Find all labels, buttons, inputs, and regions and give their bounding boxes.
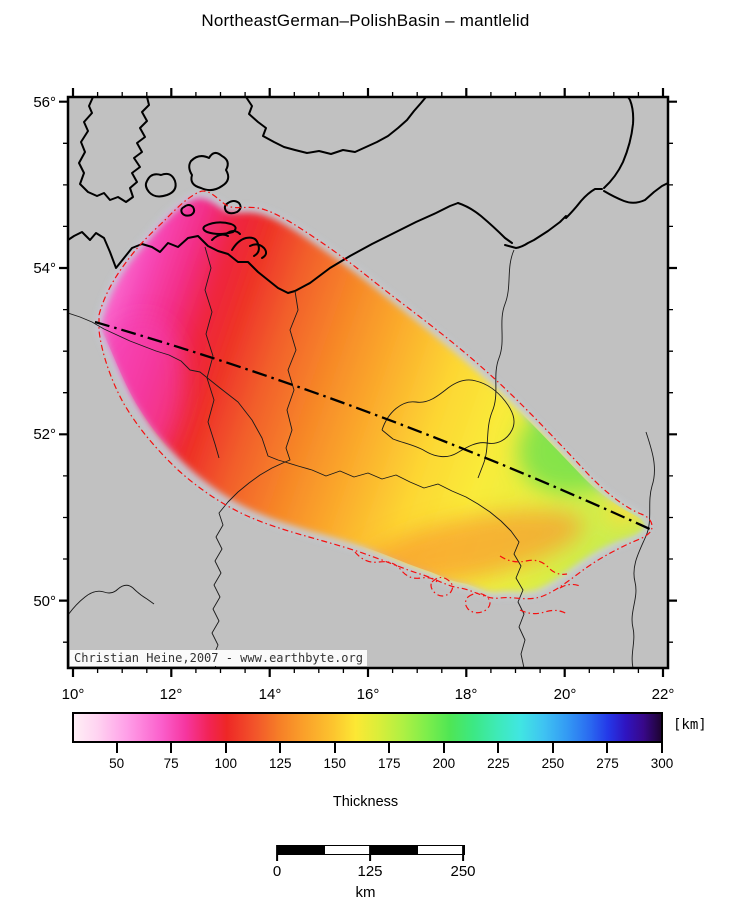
x-axis-label-20: 20° xyxy=(553,686,577,703)
y-axis-label-52: 52° xyxy=(33,426,56,443)
frame-ticks-minor xyxy=(63,92,673,673)
colorbar-label: 275 xyxy=(596,756,619,771)
x-axis-label-12: 12° xyxy=(159,686,183,703)
colorbar-label: 50 xyxy=(109,756,125,771)
transect-line xyxy=(94,320,653,532)
frame-ticks-major xyxy=(59,88,677,677)
x-axis-label-18: 18° xyxy=(454,686,478,703)
colorbar-label: 75 xyxy=(163,756,179,771)
scale-bar-labels: 0 125 250 xyxy=(273,863,476,880)
basin-outline xyxy=(98,190,653,615)
figure-title: NortheastGerman–PolishBasin – mantlelid xyxy=(201,11,530,30)
colorbar-label: 300 xyxy=(650,756,674,771)
x-axis-label-16: 16° xyxy=(356,686,380,703)
scale-bar-unit: km xyxy=(355,884,376,901)
colorbar-label: 250 xyxy=(541,756,565,771)
colorbar xyxy=(72,712,663,743)
scale-bar-label: 125 xyxy=(357,863,383,880)
colorbar-label: 100 xyxy=(214,756,237,771)
basin-thickness-field xyxy=(102,198,645,593)
coastlines xyxy=(68,97,668,294)
colorbar-label: 175 xyxy=(378,756,401,771)
y-axis-label-56: 56° xyxy=(33,94,56,111)
x-axis-label-22: 22° xyxy=(651,686,675,703)
colorbar-label: 125 xyxy=(269,756,292,771)
map-frame xyxy=(66,95,670,670)
colorbar-unit: [km] xyxy=(673,717,707,733)
borders xyxy=(68,246,655,668)
attribution-text: Christian Heine,2007 - www.earthbyte.org xyxy=(70,650,367,666)
map-canvas xyxy=(59,88,677,677)
scale-bar-label: 250 xyxy=(450,863,476,880)
colorbar-labels: 50 75 100 125 150 175 200 225 250 275 30… xyxy=(73,756,673,772)
y-axis-label-50: 50° xyxy=(33,593,56,610)
scale-bar-ticks xyxy=(276,845,464,861)
colorbar-caption: Thickness xyxy=(332,794,399,810)
x-axis-label-14: 14° xyxy=(258,686,282,703)
colorbar-label: 225 xyxy=(487,756,510,771)
y-axis-label-54: 54° xyxy=(33,260,56,277)
scale-bar-label: 0 xyxy=(272,863,282,880)
colorbar-ticks xyxy=(73,743,663,753)
colorbar-label: 200 xyxy=(432,756,456,771)
colorbar-label: 150 xyxy=(323,756,347,771)
x-axis-label-10: 10° xyxy=(61,686,85,703)
